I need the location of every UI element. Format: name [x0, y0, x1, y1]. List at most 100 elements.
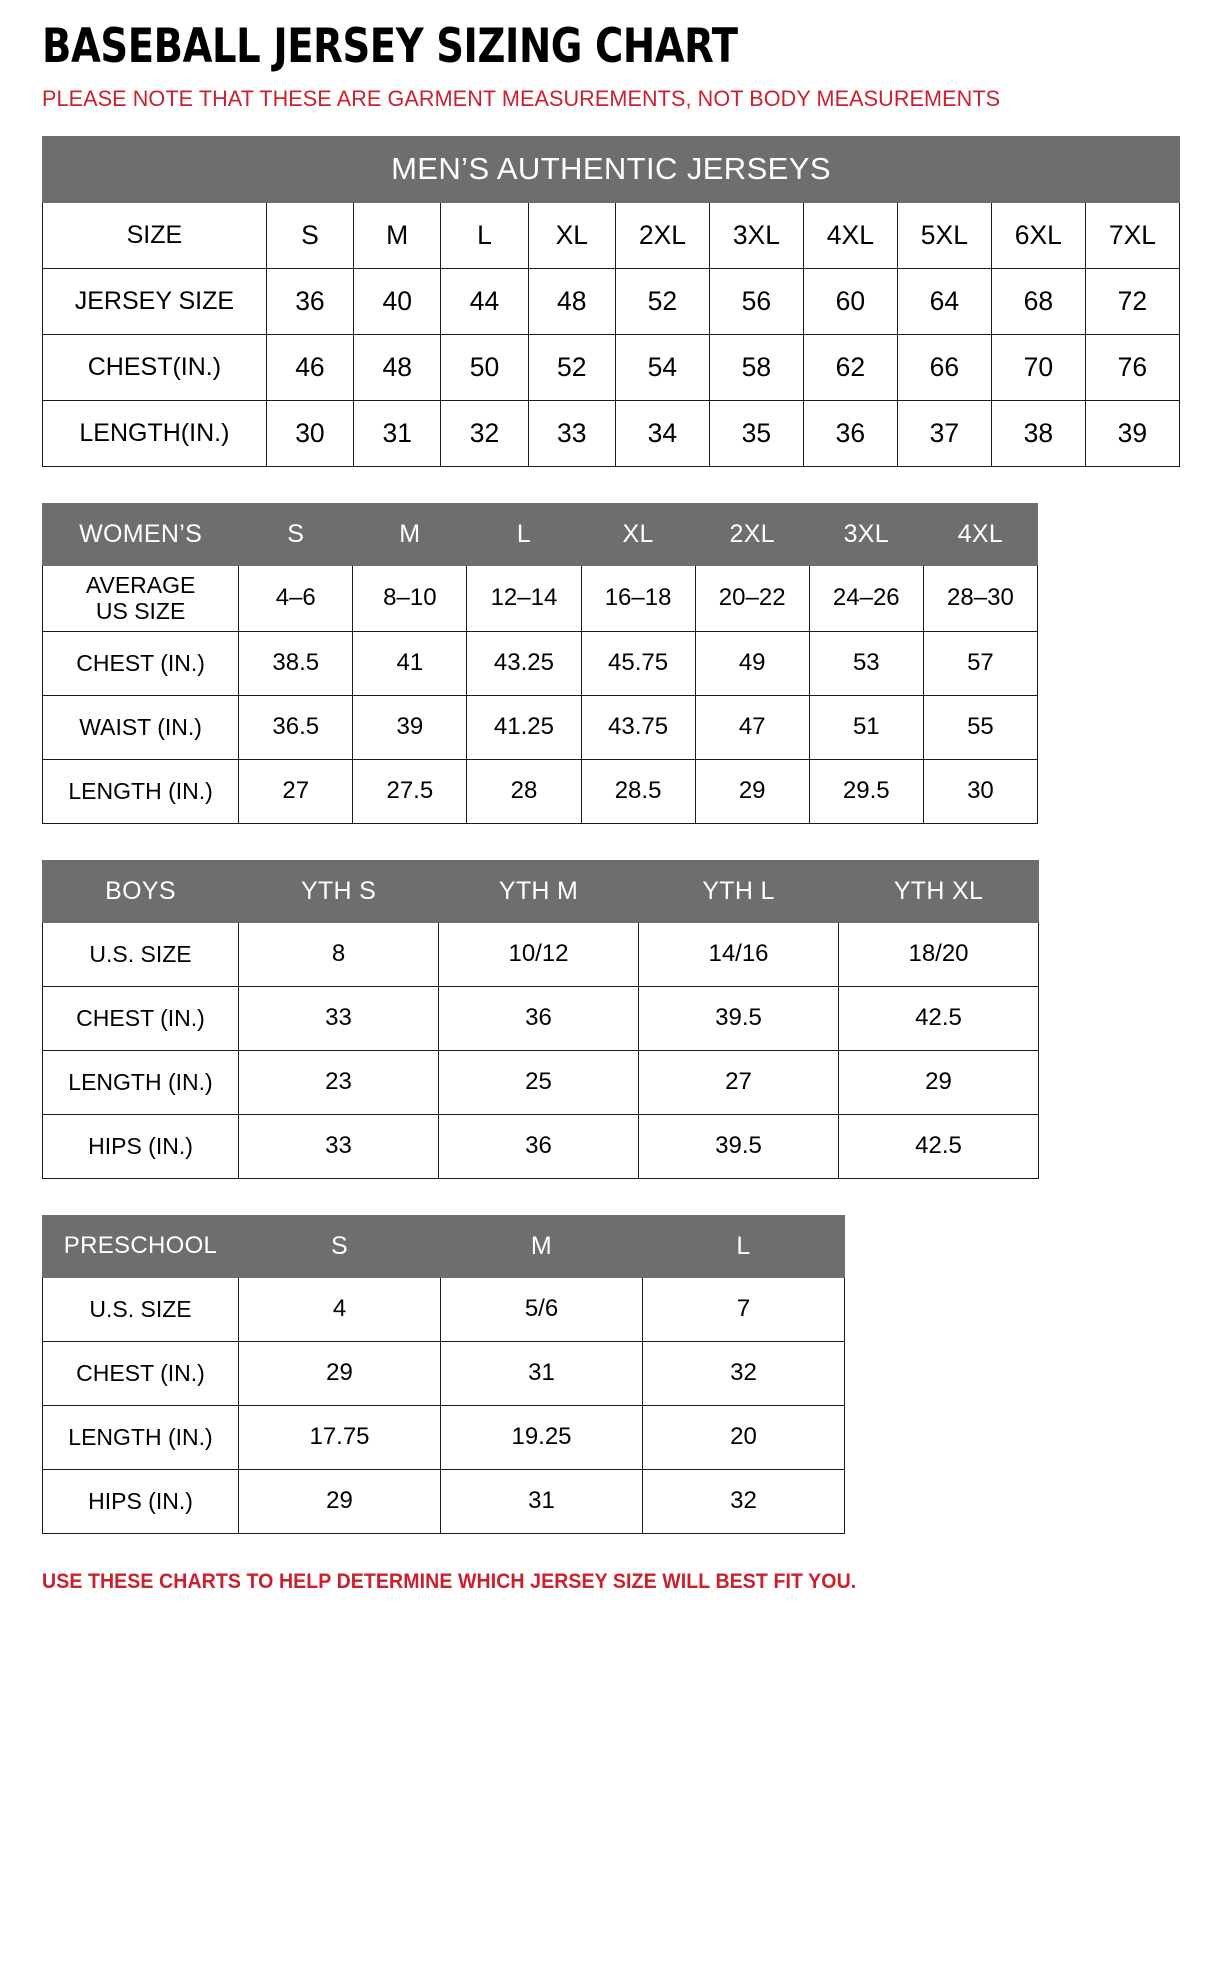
column-header-l: L — [642, 1214, 845, 1278]
womens-jerseys-table: WOMEN’S S M L XL 2XL 3XL 4XL AVERAGE US S… — [41, 502, 1039, 824]
cell: 4 — [238, 1276, 441, 1342]
cell: 30 — [265, 399, 355, 467]
cell: 43.75 — [580, 694, 696, 760]
cell: 8–10 — [352, 564, 468, 632]
cell: 31 — [353, 399, 442, 467]
table-row: U.S. SIZE 8 10/12 14/16 18/20 — [42, 921, 1039, 987]
column-header-l: L — [440, 201, 529, 269]
cell: 57 — [922, 630, 1039, 696]
boys-banner: BOYS — [42, 859, 239, 923]
sizing-chart-page: BASEBALL JERSEY SIZING CHART PLEASE NOTE… — [41, 19, 1181, 1593]
table-row: U.S. SIZE 4 5/6 7 — [42, 1276, 845, 1342]
table-row: CHEST (IN.) 33 36 39.5 42.5 — [42, 985, 1039, 1051]
row-label-length: LENGTH (IN.) — [42, 1049, 239, 1115]
cell: 32 — [642, 1340, 845, 1406]
cell: 45.75 — [580, 630, 696, 696]
table-header-row: WOMEN’S S M L XL 2XL 3XL 4XL — [41, 502, 1039, 566]
cell: 28–30 — [922, 564, 1039, 632]
column-header-7xl: 7XL — [1084, 201, 1181, 269]
column-header-m: M — [440, 1214, 643, 1278]
cell: 64 — [896, 267, 992, 335]
label-line-1: AVERAGE — [85, 572, 196, 599]
column-header-3xl: 3XL — [808, 502, 924, 566]
cell: 60 — [802, 267, 898, 335]
cell: 76 — [1084, 333, 1181, 401]
row-label-us-size: U.S. SIZE — [42, 1276, 239, 1342]
cell: 27.5 — [352, 758, 468, 824]
cell: 36 — [265, 267, 355, 335]
cell: 30 — [922, 758, 1039, 824]
column-header-size: SIZE — [42, 201, 267, 269]
cell: 55 — [922, 694, 1039, 760]
cell: 33 — [238, 985, 439, 1051]
table-header-row: SIZE S M L XL 2XL 3XL 4XL 5XL 6XL 7XL — [42, 201, 1181, 269]
table-row: CHEST(IN.) 46 48 50 52 54 58 62 66 70 76 — [42, 333, 1181, 401]
cell: 33 — [527, 399, 616, 467]
cell: 35 — [708, 399, 804, 467]
table-row: AVERAGE US SIZE 4–6 8–10 12–14 16–18 20–2… — [41, 564, 1039, 632]
table-row: WAIST (IN.) 36.5 39 41.25 43.75 47 51 55 — [41, 694, 1039, 760]
column-header-m: M — [352, 502, 468, 566]
column-header-yth-s: YTH S — [238, 859, 439, 923]
column-header-yth-l: YTH L — [638, 859, 839, 923]
column-header-s: S — [238, 1214, 441, 1278]
cell: 29 — [238, 1340, 441, 1406]
cell: 20–22 — [694, 564, 810, 632]
cell: 70 — [990, 333, 1086, 401]
page-title: BASEBALL JERSEY SIZING CHART — [42, 19, 738, 74]
cell: 56 — [708, 267, 804, 335]
cell: 12–14 — [466, 564, 582, 632]
row-label-chest: CHEST (IN.) — [41, 630, 240, 696]
table-row: LENGTH (IN.) 23 25 27 29 — [42, 1049, 1039, 1115]
cell: 10/12 — [438, 921, 639, 987]
column-header-2xl: 2XL — [614, 201, 710, 269]
cell: 18/20 — [838, 921, 1039, 987]
cell: 25 — [438, 1049, 639, 1115]
cell: 19.25 — [440, 1404, 643, 1470]
label-line-2: US SIZE — [95, 598, 186, 625]
cell: 47 — [694, 694, 810, 760]
column-header-yth-xl: YTH XL — [838, 859, 1039, 923]
cell: 50 — [440, 333, 529, 401]
cell: 32 — [440, 399, 529, 467]
cell: 41 — [352, 630, 468, 696]
row-label-us-size: U.S. SIZE — [42, 921, 239, 987]
mens-authentic-jerseys-table: MEN’S AUTHENTIC JERSEYS SIZE S M L XL 2X… — [42, 135, 1181, 467]
cell: 17.75 — [238, 1404, 441, 1470]
cell: 62 — [802, 333, 898, 401]
cell: 38.5 — [238, 630, 354, 696]
cell: 40 — [353, 267, 442, 335]
cell: 28.5 — [580, 758, 696, 824]
preschool-banner: PRESCHOOL — [42, 1214, 239, 1278]
cell: 34 — [614, 399, 710, 467]
cell: 39 — [1084, 399, 1181, 467]
table-header-row: PRESCHOOL S M L — [42, 1214, 845, 1278]
cell: 33 — [238, 1113, 439, 1179]
cell: 29.5 — [808, 758, 924, 824]
cell: 38 — [990, 399, 1086, 467]
row-label-length: LENGTH (IN.) — [42, 1404, 239, 1470]
cell: 68 — [990, 267, 1086, 335]
cell: 72 — [1084, 267, 1181, 335]
cell: 39.5 — [638, 985, 839, 1051]
mens-banner: MEN’S AUTHENTIC JERSEYS — [42, 135, 1180, 203]
cell: 4–6 — [238, 564, 354, 632]
cell: 16–18 — [580, 564, 696, 632]
cell: 36.5 — [238, 694, 354, 760]
cell: 31 — [440, 1340, 643, 1406]
cell: 29 — [838, 1049, 1039, 1115]
column-header-4xl: 4XL — [922, 502, 1039, 566]
cell: 41.25 — [466, 694, 582, 760]
table-header-row: BOYS YTH S YTH M YTH L YTH XL — [42, 859, 1039, 923]
cell: 14/16 — [638, 921, 839, 987]
cell: 29 — [238, 1468, 441, 1534]
row-label-chest: CHEST(IN.) — [42, 333, 267, 401]
cell: 42.5 — [838, 985, 1039, 1051]
row-label-waist: WAIST (IN.) — [41, 694, 240, 760]
cell: 48 — [527, 267, 616, 335]
womens-banner: WOMEN’S — [41, 502, 240, 566]
cell: 8 — [238, 921, 439, 987]
cell: 36 — [802, 399, 898, 467]
column-header-5xl: 5XL — [896, 201, 992, 269]
cell: 52 — [527, 333, 616, 401]
